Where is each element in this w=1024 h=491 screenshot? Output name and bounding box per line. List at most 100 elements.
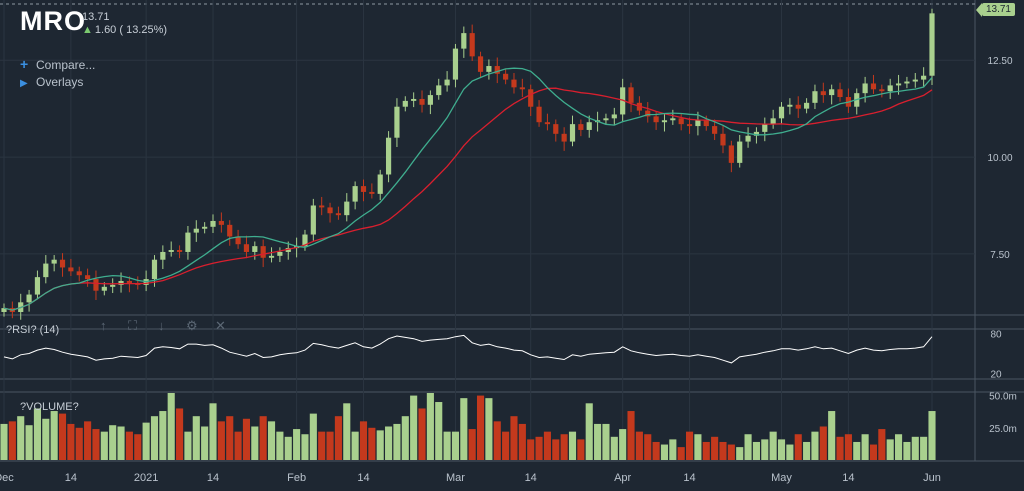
- candle-body: [285, 248, 291, 252]
- candle-body: [829, 89, 835, 96]
- volume-bar: [777, 439, 786, 460]
- volume-bar: [75, 427, 83, 460]
- volume-bar: [652, 441, 660, 460]
- price-change: ▲ 1.60 ( 13.25%): [82, 24, 167, 36]
- volume-bar: [159, 411, 167, 460]
- volume-bar: [752, 441, 760, 460]
- volume-bar: [234, 431, 242, 460]
- rsi-line: [3, 334, 933, 364]
- x-tick-label: Feb: [287, 472, 306, 484]
- candle-body: [352, 186, 358, 202]
- volume-bar: [226, 416, 234, 460]
- volume-bar: [485, 398, 493, 460]
- candle-body: [511, 79, 517, 88]
- volume-bar: [911, 436, 919, 460]
- candle-body: [837, 89, 843, 98]
- x-tick-label: Apr: [614, 472, 631, 484]
- candle-body: [427, 95, 433, 105]
- price-change-value: 1.60 ( 13.25%): [94, 24, 168, 36]
- candle-body: [34, 277, 41, 295]
- volume-bar: [150, 416, 159, 460]
- candle-body: [385, 137, 392, 175]
- volume-bar: [318, 431, 326, 460]
- candle-body: [151, 259, 158, 280]
- candle-body: [921, 75, 927, 80]
- candle-body: [887, 85, 893, 92]
- volume-bar: [17, 416, 25, 460]
- move-up-icon[interactable]: ↑: [100, 318, 107, 333]
- volume-bar: [100, 431, 108, 460]
- volume-bar: [844, 434, 852, 460]
- candle-body: [118, 281, 124, 285]
- volume-bar: [594, 423, 602, 460]
- volume-bar: [560, 434, 568, 460]
- last-price-tag: 13.71: [975, 3, 1015, 17]
- candle-body: [862, 83, 868, 94]
- candle-body: [411, 98, 417, 101]
- volume-bar: [84, 421, 92, 460]
- candle-body: [812, 91, 818, 103]
- candle-body: [193, 228, 199, 233]
- maximize-icon[interactable]: ⛶: [128, 318, 138, 333]
- volume-bar: [476, 395, 485, 460]
- volume-bar: [351, 431, 359, 460]
- candle-body: [260, 246, 266, 258]
- volume-bar: [610, 436, 618, 460]
- candle-body: [728, 145, 734, 163]
- candle-body: [436, 85, 442, 96]
- candle-body: [603, 118, 609, 121]
- volume-bar: [451, 431, 460, 460]
- candle-body: [185, 232, 191, 252]
- candle-body: [126, 281, 132, 283]
- compare-button[interactable]: + Compare...: [20, 56, 95, 72]
- candle-body: [720, 133, 726, 146]
- candle-body: [202, 226, 208, 229]
- volume-bar: [736, 447, 744, 460]
- volume-bar: [50, 411, 58, 460]
- volume-bar: [142, 422, 150, 460]
- volume-bar: [819, 426, 827, 460]
- candle-body: [544, 122, 551, 125]
- volume-bar: [251, 426, 259, 460]
- volume-bar: [702, 441, 710, 460]
- overlays-button[interactable]: ▶ Overlays: [20, 75, 83, 89]
- candle-body: [252, 246, 258, 252]
- volume-pane: [0, 393, 936, 460]
- volume-bar: [527, 439, 535, 460]
- candle-body: [210, 220, 216, 227]
- candle-body: [753, 131, 760, 136]
- move-down-icon[interactable]: ↓: [158, 318, 165, 333]
- volume-bar: [518, 423, 526, 460]
- candle-body: [494, 66, 500, 74]
- candle-body: [653, 116, 659, 123]
- candle-body: [26, 294, 32, 303]
- volume-bar: [42, 418, 50, 460]
- volume-bar: [861, 434, 869, 460]
- volume-bar: [460, 398, 468, 460]
- candle-body: [461, 33, 467, 49]
- volume-bar: [669, 439, 677, 460]
- candle-body: [904, 81, 910, 84]
- close-icon[interactable]: ✕: [215, 318, 226, 333]
- x-tick-label: Mar: [446, 472, 465, 484]
- candle-body: [645, 110, 651, 117]
- candle-body: [176, 250, 183, 252]
- volume-bar: [627, 411, 635, 460]
- candle-body: [335, 213, 342, 216]
- candle-body: [762, 124, 768, 132]
- volume-bar: [535, 436, 543, 460]
- volume-bar: [903, 441, 911, 460]
- moving-averages: [3, 67, 933, 311]
- candle-body: [578, 124, 584, 130]
- price-tick-label: 10.00: [987, 153, 1012, 164]
- volume-tick-label: 50.0m: [989, 392, 1017, 403]
- volume-bar: [619, 429, 627, 460]
- volume-bar: [343, 403, 351, 460]
- volume-bar: [644, 434, 652, 460]
- volume-bar: [276, 431, 284, 460]
- gear-icon[interactable]: ⚙: [186, 318, 198, 333]
- candle-body: [110, 284, 116, 287]
- volume-bar: [660, 444, 669, 460]
- volume-bar: [209, 403, 217, 460]
